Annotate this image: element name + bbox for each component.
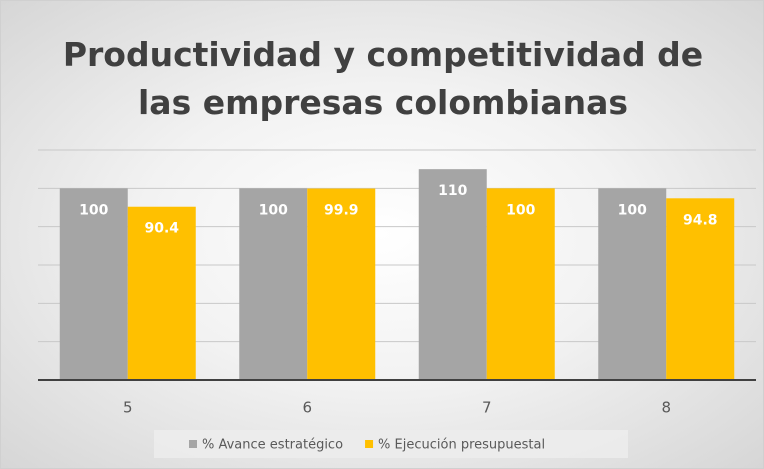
data-label: 94.8: [683, 212, 718, 228]
x-tick-label: 6: [302, 399, 312, 417]
data-label: 100: [79, 202, 108, 218]
legend: % Avance estratégico % Ejecución presupue…: [154, 430, 628, 458]
legend-label: % Ejecución presupuestal: [378, 438, 545, 453]
x-tick-label: 5: [123, 399, 133, 417]
bar: [59, 188, 128, 380]
data-label: 100: [259, 202, 288, 218]
data-label: 90.4: [144, 221, 179, 237]
legend-label: % Avance estratégico: [202, 438, 343, 453]
x-tick-label: 7: [482, 399, 492, 417]
legend-swatch: [189, 440, 197, 448]
legend-box: [154, 430, 628, 458]
bar: [598, 188, 667, 380]
data-label: 99.9: [324, 203, 359, 219]
legend-swatch: [365, 440, 374, 448]
chart-title: Productividad y competitividad de las em…: [62, 35, 704, 122]
bar: [666, 198, 735, 380]
bar: [486, 188, 555, 380]
bar: [418, 169, 487, 380]
x-tick-label: 8: [661, 399, 671, 417]
bar: [127, 206, 196, 380]
bar: [307, 188, 376, 380]
bar: [239, 188, 308, 380]
data-label: 100: [506, 202, 535, 218]
data-label: 110: [438, 183, 467, 199]
data-label: 100: [618, 202, 647, 218]
